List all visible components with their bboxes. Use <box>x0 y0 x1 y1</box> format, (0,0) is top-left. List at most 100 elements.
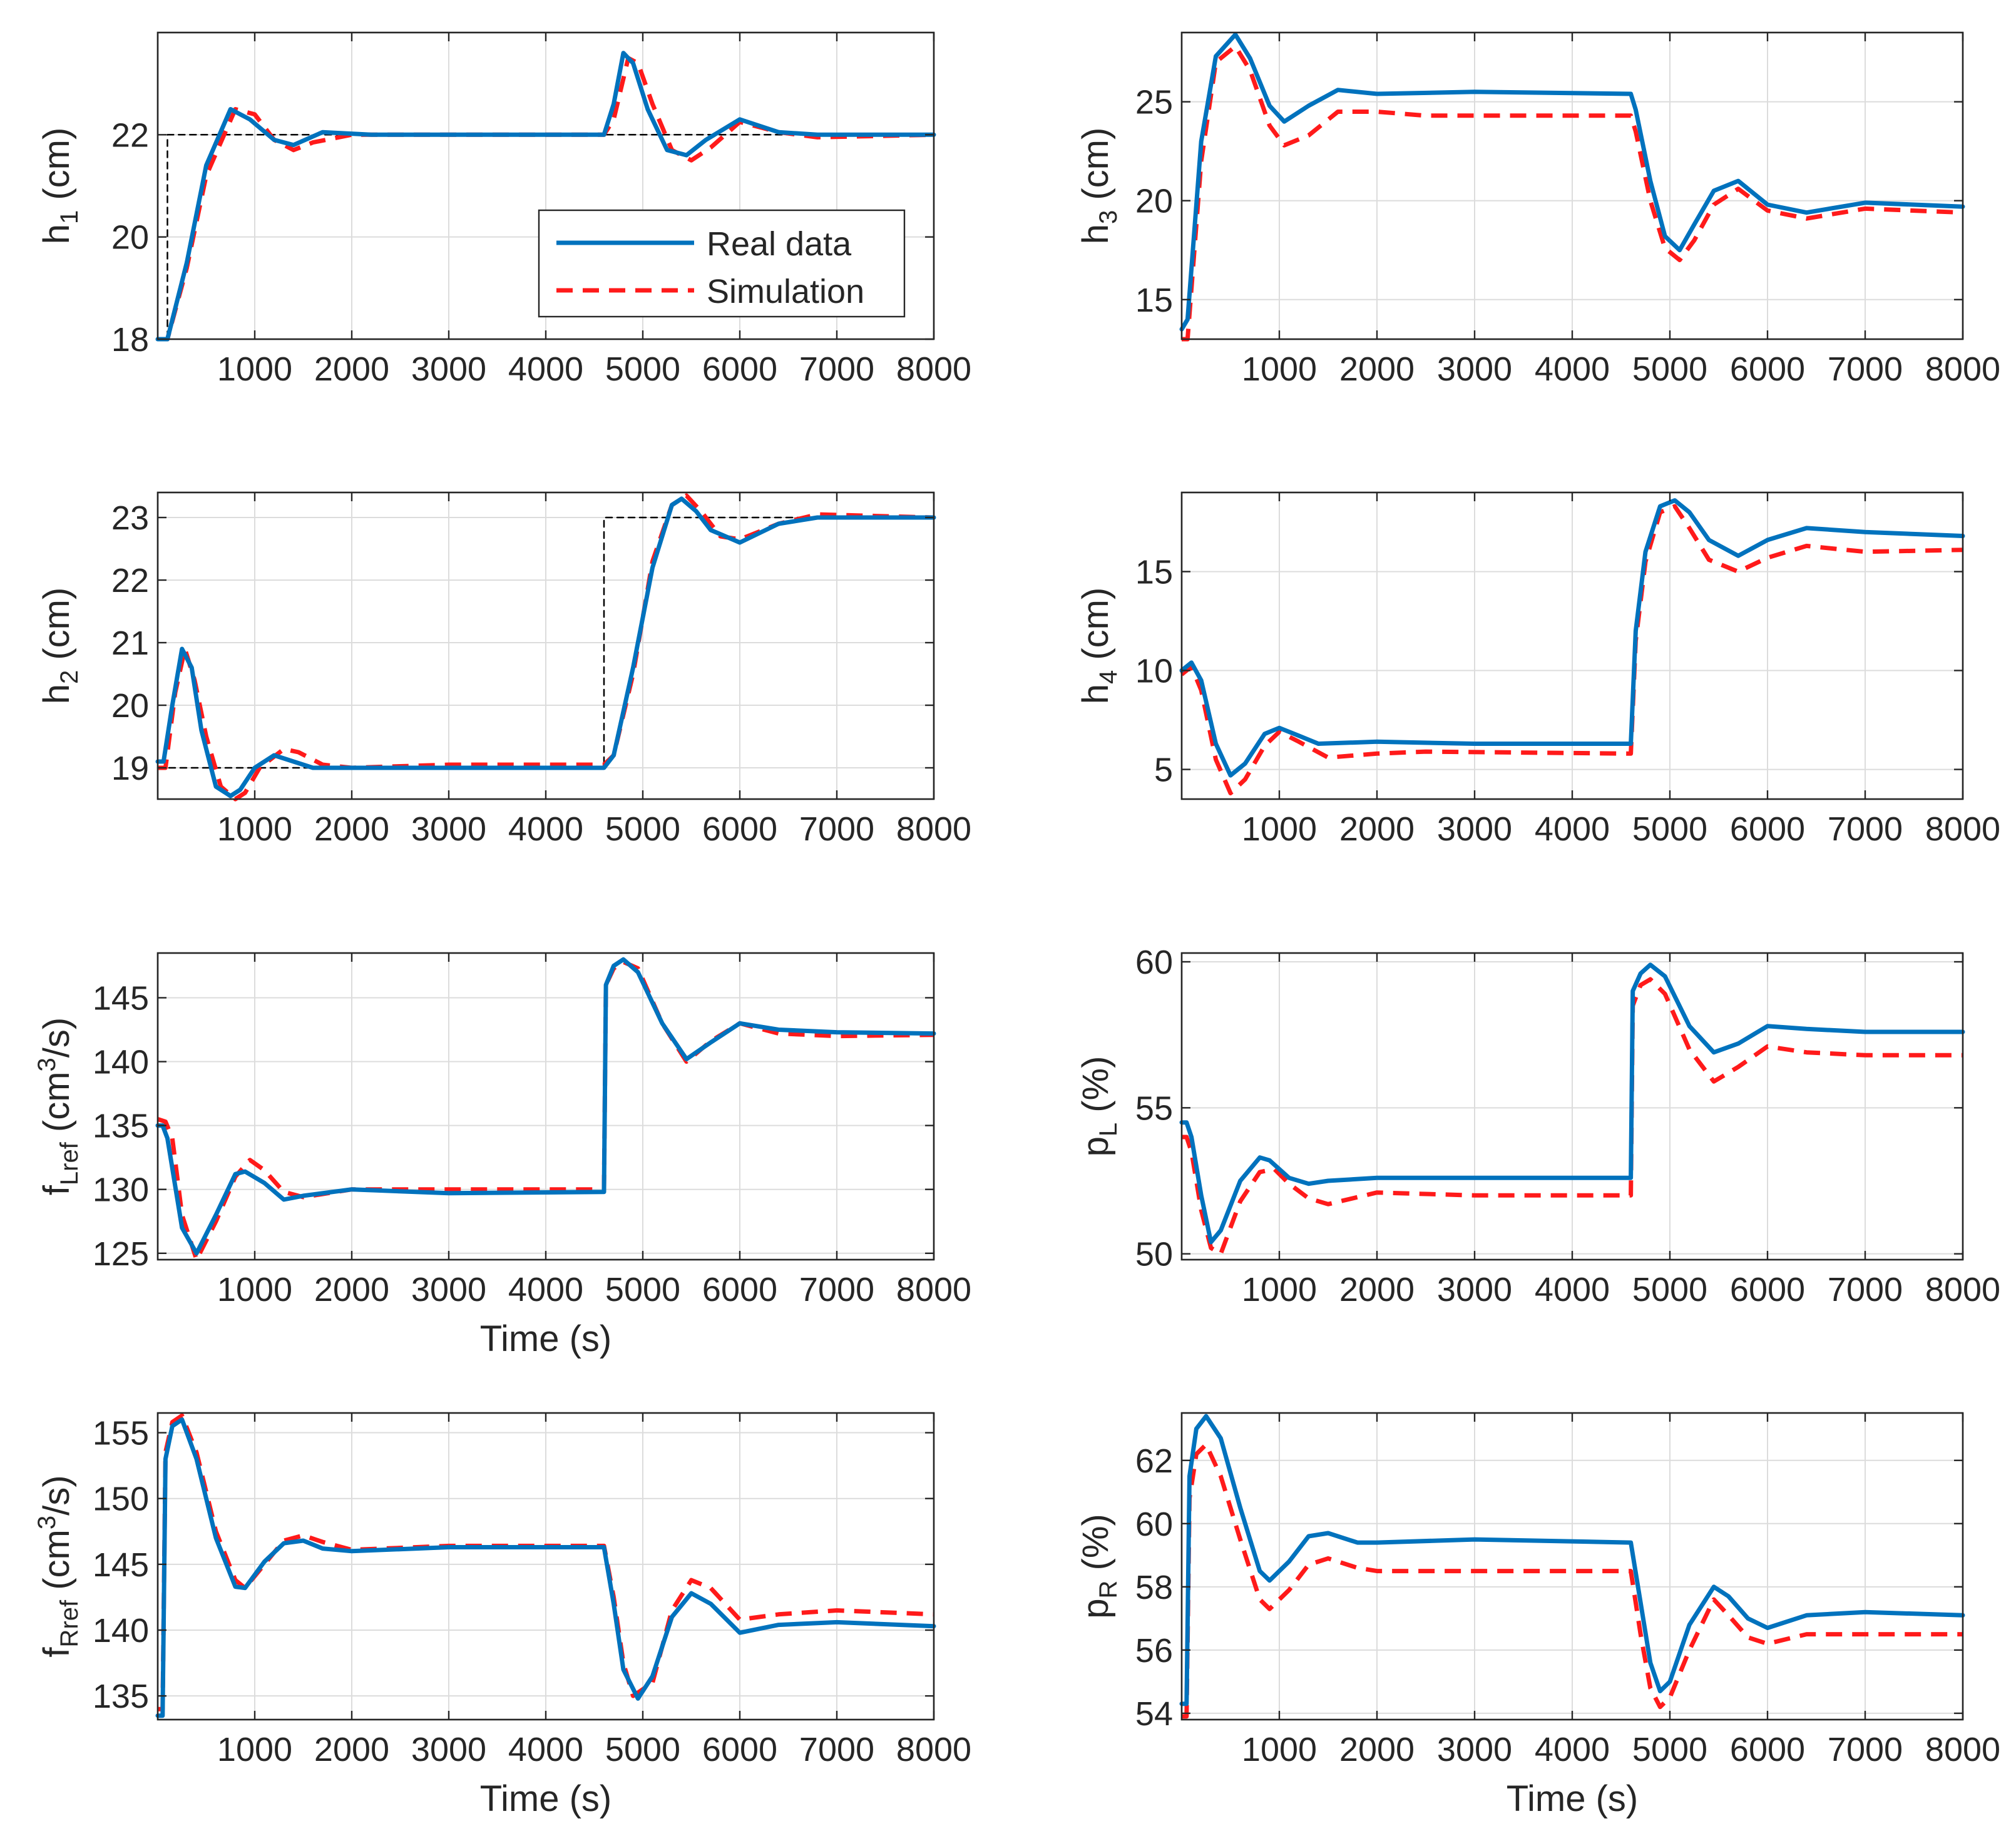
x-tick-label: 7000 <box>1828 350 1903 388</box>
x-tick-label: 1000 <box>217 810 292 848</box>
y-tick-label: 140 <box>93 1612 149 1650</box>
x-tick-label: 3000 <box>411 350 486 388</box>
chart-fRref: 1000 2000 3000 4000 5000 6000 7000 8000 135 140 14… <box>33 1412 971 1819</box>
x-tick-label: 6000 <box>1730 350 1805 388</box>
x-tick-label: 2000 <box>314 810 389 848</box>
x-tick-label: 8000 <box>896 350 971 388</box>
series-simulation <box>156 959 934 1262</box>
x-tick-label: 7000 <box>799 1271 874 1308</box>
series-real-data <box>155 496 936 798</box>
y-tick-label: 135 <box>93 1678 149 1715</box>
y-tick-label: 15 <box>1135 282 1173 319</box>
x-axis-label: Time (s) <box>1507 1778 1638 1819</box>
series-real-data <box>1179 498 1965 778</box>
y-tick-label: 145 <box>93 1546 149 1584</box>
y-tick-label: 58 <box>1135 1569 1173 1606</box>
series-real-data <box>155 51 936 342</box>
y-axis-label: h3 (cm) <box>1075 128 1122 245</box>
chart-h4: 1000 2000 3000 4000 5000 6000 7000 8000 5 10 15 h4 … <box>1075 491 2000 848</box>
chart-h1: 1000 2000 3000 4000 5000 6000 7000 8000 18 20 22 h1… <box>36 31 971 388</box>
x-tick-label: 4000 <box>1535 350 1610 388</box>
x-tick-label: 3000 <box>1437 810 1512 848</box>
series-real-data <box>1179 1414 1965 1706</box>
chart-pL: 1000 2000 3000 4000 5000 6000 7000 8000 50 55 60 pL… <box>1075 944 2000 1308</box>
x-tick-label: 4000 <box>1535 1731 1610 1768</box>
y-axis-label: h2 (cm) <box>36 588 83 705</box>
chart-h3: 1000 2000 3000 4000 5000 6000 7000 8000 15 20 25 h3… <box>1075 31 2000 388</box>
x-tick-label: 1000 <box>1242 350 1317 388</box>
x-tick-label: 7000 <box>1828 1731 1903 1768</box>
x-tick-label: 3000 <box>411 1731 486 1768</box>
y-tick-label: 135 <box>93 1108 149 1145</box>
x-tick-label: 4000 <box>508 810 583 848</box>
x-tick-label: 6000 <box>702 1731 777 1768</box>
series-simulation <box>1182 977 1963 1257</box>
y-tick-label: 54 <box>1135 1695 1173 1733</box>
x-tick-label: 2000 <box>1339 1271 1415 1308</box>
y-tick-label: 56 <box>1135 1632 1173 1670</box>
x-tick-label: 8000 <box>1925 350 2000 388</box>
x-tick-label: 7000 <box>799 350 874 388</box>
x-tick-label: 6000 <box>702 350 777 388</box>
y-tick-label: 62 <box>1135 1442 1173 1480</box>
x-tick-label: 3000 <box>1437 1731 1512 1768</box>
x-tick-label: 7000 <box>799 810 874 848</box>
x-tick-label: 2000 <box>1339 810 1415 848</box>
legend-sim-label: Simulation <box>707 273 864 310</box>
chart-h2: 1000 2000 3000 4000 5000 6000 7000 8000 19 20 21 22… <box>36 491 971 848</box>
y-tick-label: 125 <box>93 1235 149 1273</box>
y-axis-label: fLref (cm3/s) <box>33 1017 83 1196</box>
y-tick-label: 21 <box>111 625 149 662</box>
legend-box <box>538 209 906 318</box>
x-tick-label: 3000 <box>411 1271 486 1308</box>
series-simulation <box>158 56 934 342</box>
y-tick-label: 60 <box>1135 944 1173 981</box>
x-tick-label: 1000 <box>217 350 292 388</box>
x-tick-label: 5000 <box>1632 1731 1707 1768</box>
series-real-data <box>1179 32 1965 332</box>
x-tick-label: 2000 <box>314 1731 389 1768</box>
y-tick-label: 145 <box>93 979 149 1017</box>
x-tick-label: 5000 <box>605 350 680 388</box>
x-tick-label: 8000 <box>896 1271 971 1308</box>
x-tick-label: 3000 <box>1437 350 1512 388</box>
y-tick-label: 20 <box>111 219 149 257</box>
y-tick-label: 20 <box>1135 183 1173 220</box>
y-tick-label: 130 <box>93 1171 149 1209</box>
x-tick-label: 8000 <box>1925 810 2000 848</box>
legend: Real data Simulation <box>538 209 906 318</box>
y-axis-label: fRref (cm3/s) <box>33 1475 83 1657</box>
x-tick-label: 1000 <box>217 1731 292 1768</box>
x-tick-label: 5000 <box>605 810 680 848</box>
y-tick-label: 15 <box>1135 553 1173 591</box>
x-tick-label: 5000 <box>605 1271 680 1308</box>
x-tick-label: 6000 <box>1730 1271 1805 1308</box>
x-axis-label: Time (s) <box>480 1778 611 1819</box>
y-tick-label: 22 <box>111 562 149 599</box>
x-tick-label: 4000 <box>508 1271 583 1308</box>
chart-pR: 1000 2000 3000 4000 5000 6000 7000 8000 54 56 58 60… <box>1075 1412 2000 1819</box>
series-real-data <box>155 957 936 1256</box>
series-real-data <box>1179 962 1965 1245</box>
y-tick-label: 60 <box>1135 1506 1173 1543</box>
x-tick-label: 8000 <box>896 810 971 848</box>
x-tick-label: 8000 <box>896 1731 971 1768</box>
series-simulation <box>1180 504 1963 795</box>
x-tick-label: 1000 <box>1242 810 1317 848</box>
y-tick-label: 5 <box>1154 752 1173 789</box>
x-tick-label: 2000 <box>314 350 389 388</box>
x-tick-label: 5000 <box>1632 350 1707 388</box>
x-tick-label: 3000 <box>411 810 486 848</box>
x-tick-label: 5000 <box>605 1731 680 1768</box>
y-tick-label: 150 <box>93 1481 149 1518</box>
x-tick-label: 5000 <box>1632 810 1707 848</box>
x-tick-label: 4000 <box>1535 1271 1610 1308</box>
x-tick-label: 8000 <box>1925 1731 2000 1768</box>
x-tick-label: 1000 <box>217 1271 292 1308</box>
x-tick-label: 7000 <box>799 1731 874 1768</box>
series-simulation <box>1182 1442 1963 1719</box>
series-simulation <box>1182 44 1963 342</box>
y-tick-label: 155 <box>93 1415 149 1452</box>
y-tick-label: 23 <box>111 499 149 537</box>
